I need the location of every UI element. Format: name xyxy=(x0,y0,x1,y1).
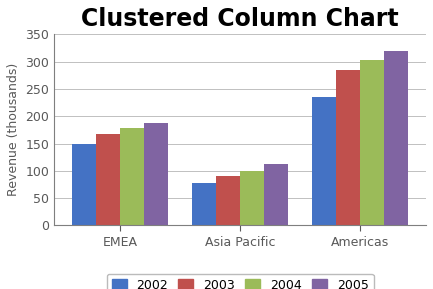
Y-axis label: Revenue (thousands): Revenue (thousands) xyxy=(7,63,20,197)
Bar xyxy=(264,164,288,225)
Bar xyxy=(72,144,96,225)
Bar xyxy=(312,97,336,225)
Bar xyxy=(360,60,384,225)
Bar xyxy=(336,70,360,225)
Bar xyxy=(96,134,120,225)
Bar xyxy=(192,183,216,225)
Legend: 2002, 2003, 2004, 2005: 2002, 2003, 2004, 2005 xyxy=(107,274,374,289)
Bar xyxy=(384,51,408,225)
Bar xyxy=(240,171,264,225)
Bar xyxy=(120,128,144,225)
Bar xyxy=(216,176,240,225)
Title: Clustered Column Chart: Clustered Column Chart xyxy=(81,7,399,31)
Bar xyxy=(144,123,168,225)
